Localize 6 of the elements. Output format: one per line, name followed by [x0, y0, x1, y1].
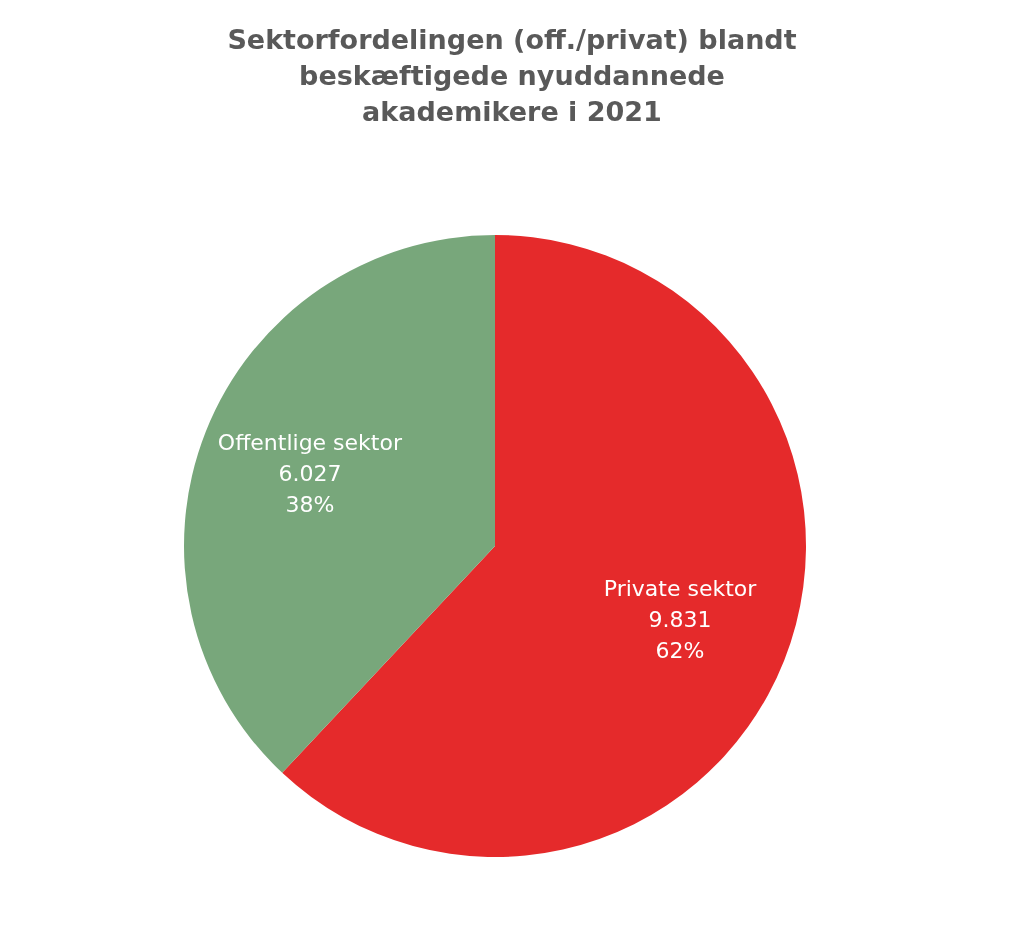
data-label: 6.027 38%: [278, 460, 342, 517]
data-label: 9.831 62%: [648, 606, 712, 663]
chart-title: Sektorfordelingen (off./privat) blandt beskæftigede nyuddannede akademikere i 2021: [226, 23, 798, 129]
slice-label: Offentlige sektor: [217, 429, 403, 455]
slice-label: Private sektor: [603, 575, 758, 601]
pie-slice: [184, 235, 495, 773]
